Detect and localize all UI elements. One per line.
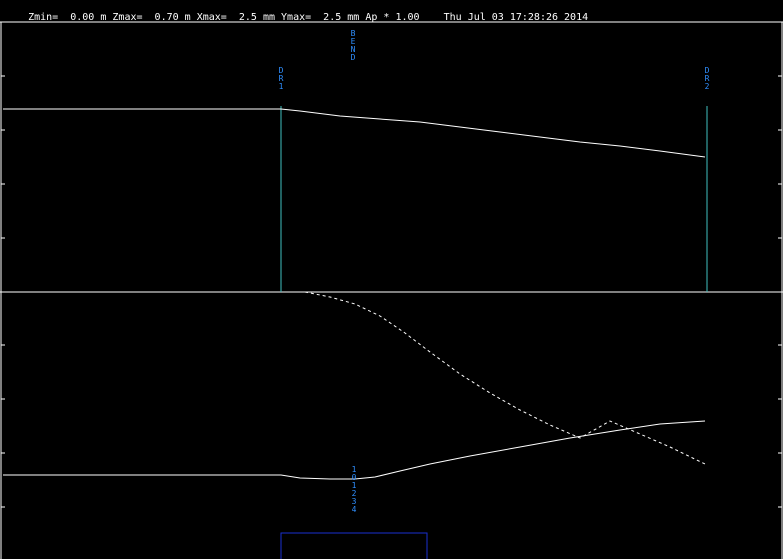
left-axis-ticks (1, 75, 5, 508)
right-axis-ticks (778, 75, 782, 508)
ymax-readout: Ymax= 2.5 mm (281, 12, 360, 23)
xmax-readout: Xmax= 2.5 mm (196, 12, 275, 23)
upper-envelope-trace (3, 108, 706, 158)
aperture-readout: Ap * 1.00 (365, 12, 420, 23)
marker-label: 1 0 1 2 3 4 (351, 465, 357, 514)
bend-label: B E N D (350, 29, 356, 62)
status-header: Zmin= 0.00 m Zmax= 0.70 m Xmax= 2.5 mm Y… (4, 0, 588, 23)
dispersion-trace (304, 291, 706, 465)
zmin-readout: Zmin= 0.00 m (28, 12, 107, 23)
timestamp: Thu Jul 03 17:28:26 2014 (443, 12, 589, 23)
dr1-label: D R 1 (278, 66, 284, 91)
bend-element-box (280, 532, 428, 559)
lower-envelope-trace (3, 420, 706, 480)
dr2-label: D R 2 (704, 66, 710, 91)
zmax-readout: Zmax= 0.70 m (112, 12, 191, 23)
